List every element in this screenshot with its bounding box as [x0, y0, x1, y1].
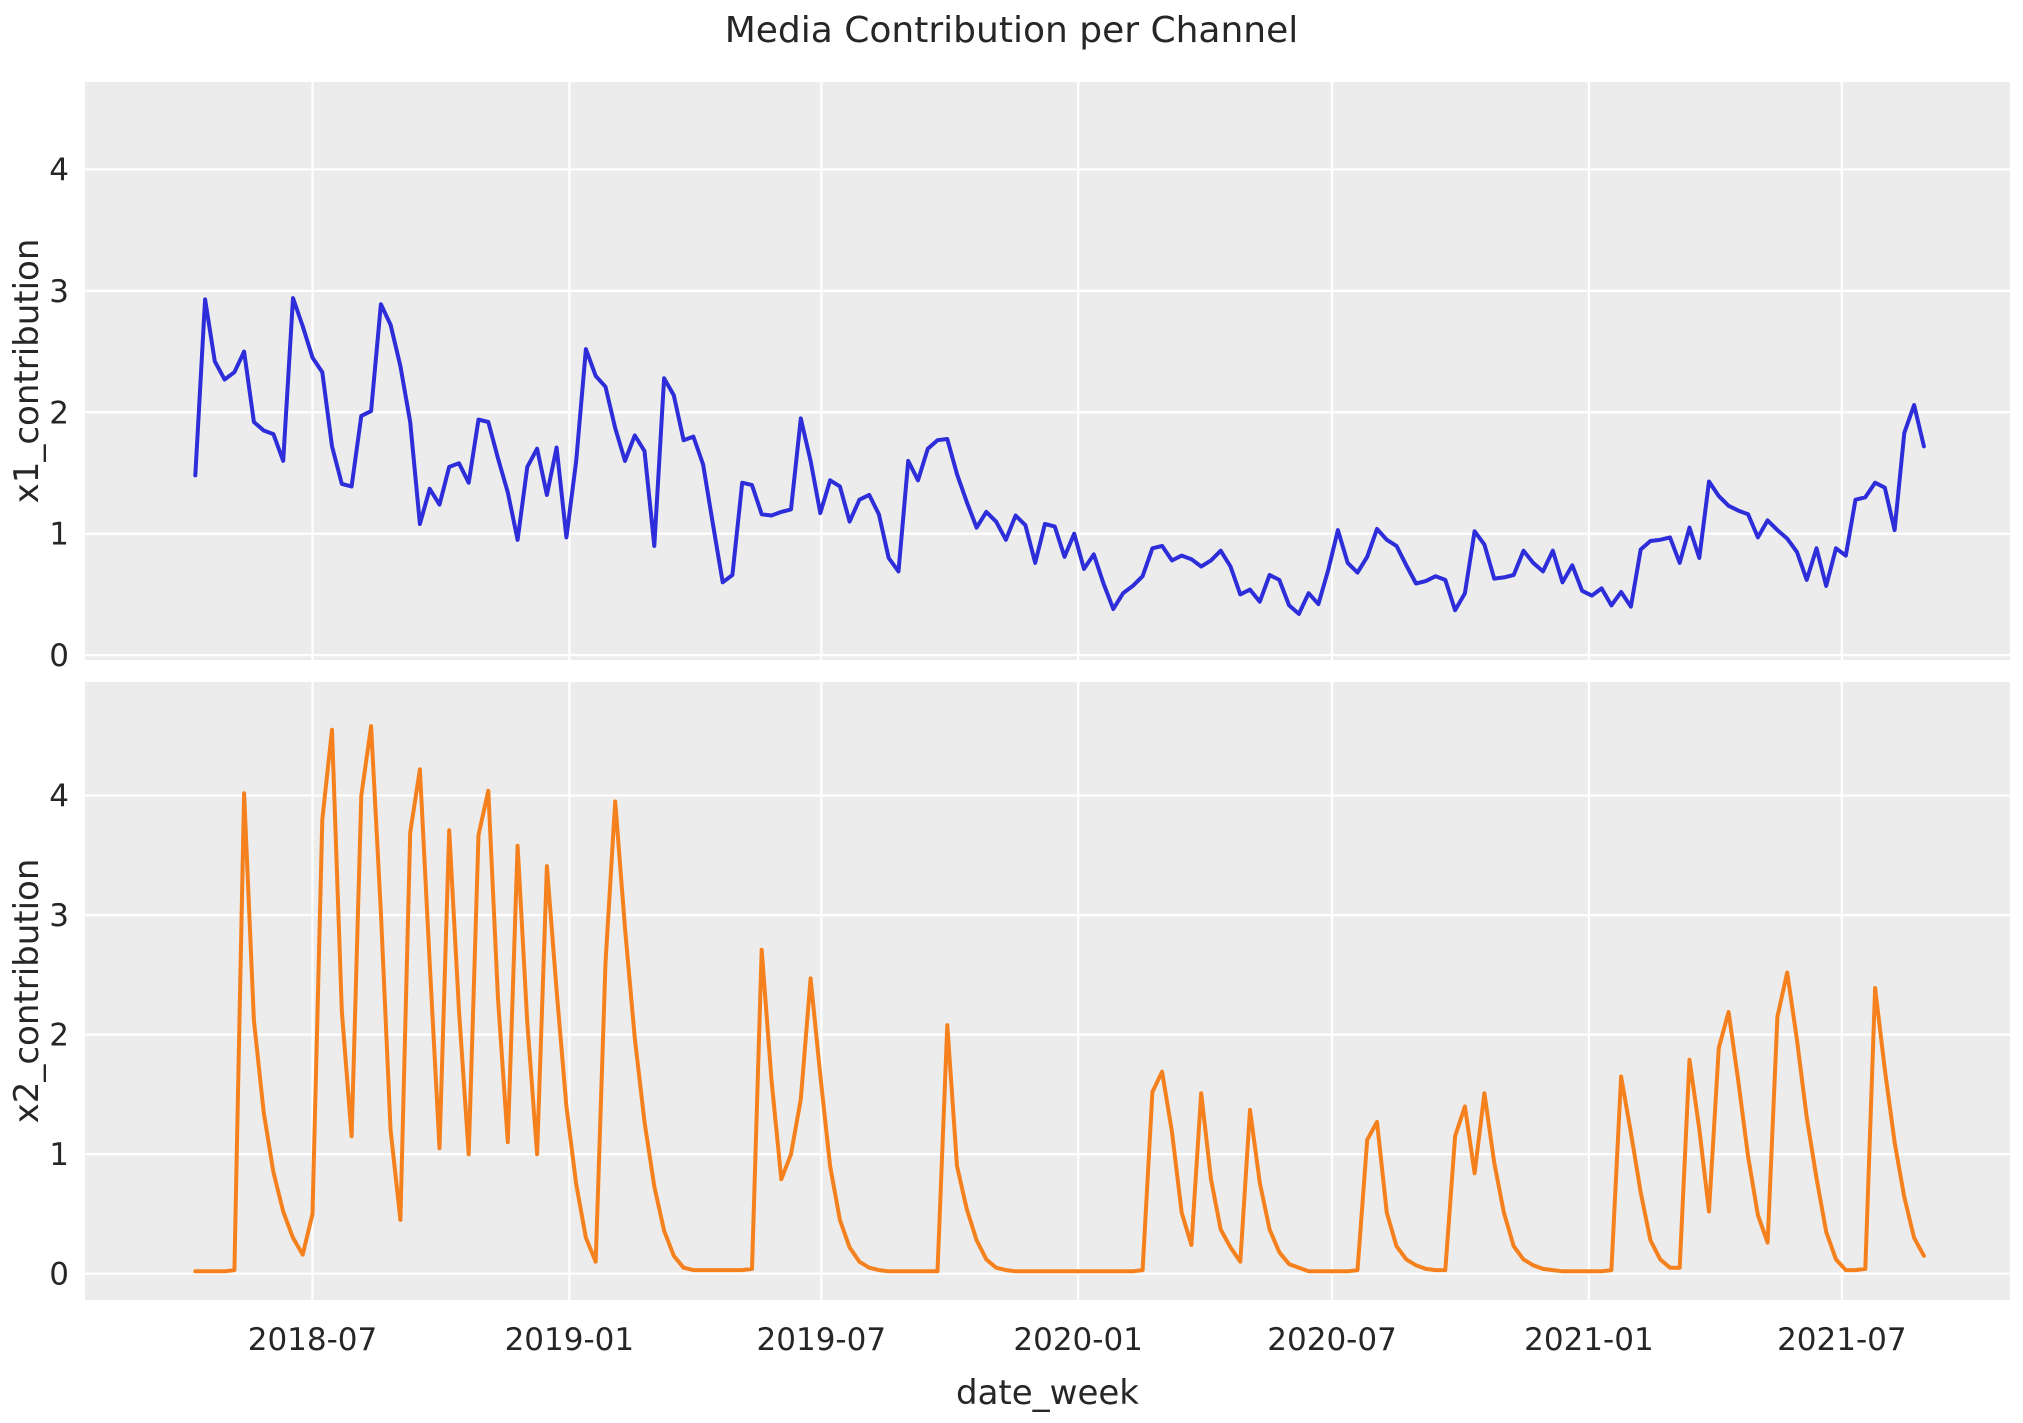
- chart-title: Media Contribution per Channel: [724, 10, 1299, 51]
- plot-area: [85, 82, 2010, 660]
- y-tick-label: 3: [49, 274, 69, 310]
- y-axis-label: x1_contribution: [7, 239, 47, 504]
- y-tick-label: 2: [49, 1018, 69, 1054]
- y-tick-label: 3: [49, 898, 69, 934]
- series-line-x1_contribution: [193, 296, 1926, 616]
- y-tick-label: 4: [49, 152, 69, 188]
- x-tick-label: 2020-01: [1013, 1322, 1143, 1358]
- y-tick-label: 2: [49, 395, 69, 431]
- x-tick-label: 2021-01: [1524, 1322, 1654, 1358]
- y-tick-label: 0: [49, 638, 69, 674]
- y-tick-label: 4: [49, 779, 69, 815]
- y-tick-label: 1: [49, 1137, 69, 1173]
- y-axis-label: x2_contribution: [7, 859, 47, 1124]
- x-tick-label: 2018-07: [248, 1322, 378, 1358]
- x-axis-label: date_week: [956, 1373, 1139, 1413]
- x-tick-label: 2019-07: [757, 1322, 887, 1358]
- y-tick-label: 0: [49, 1257, 69, 1293]
- series-line-x2_contribution: [193, 724, 1926, 1274]
- x-tick-label: 2019-01: [505, 1322, 635, 1358]
- y-tick-label: 1: [49, 517, 69, 553]
- x-tick-label: 2020-07: [1267, 1322, 1397, 1358]
- x-tick-label: 2021-07: [1777, 1322, 1907, 1358]
